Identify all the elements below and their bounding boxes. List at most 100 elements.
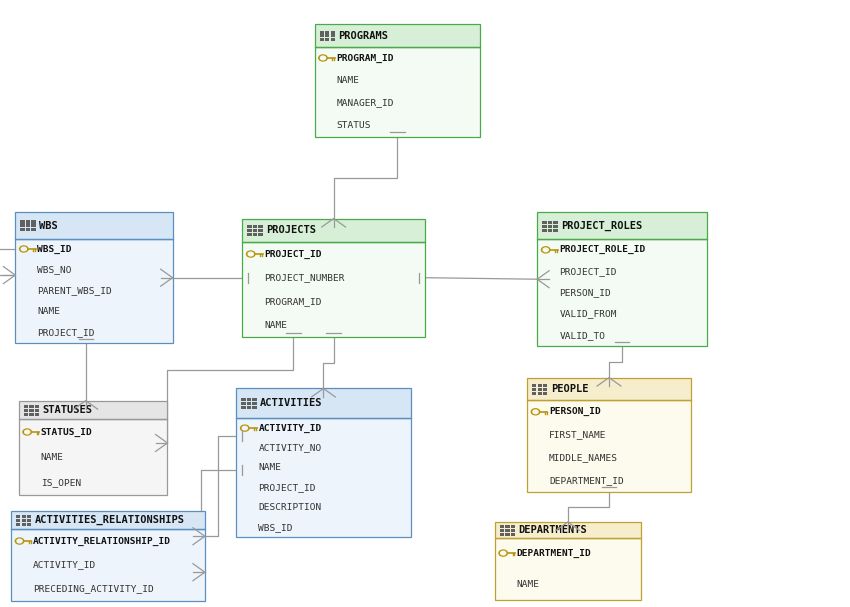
Text: PROGRAMS: PROGRAMS <box>338 30 388 41</box>
Bar <box>20 225 25 228</box>
Text: MANAGER_ID: MANAGER_ID <box>337 98 394 107</box>
Text: DEPARTMENT_ID: DEPARTMENT_ID <box>517 549 592 558</box>
Bar <box>547 221 552 224</box>
Text: MIDDLE_NAMES: MIDDLE_NAMES <box>549 453 618 462</box>
Text: PROJECT_ID: PROJECT_ID <box>264 249 322 259</box>
Bar <box>22 515 25 518</box>
Circle shape <box>533 410 538 413</box>
Circle shape <box>15 538 24 544</box>
Text: STATUS_ID: STATUS_ID <box>41 427 93 436</box>
Text: PARENT_WBS_ID: PARENT_WBS_ID <box>37 287 112 295</box>
Bar <box>29 409 33 412</box>
Bar <box>542 229 547 232</box>
Bar <box>537 239 707 346</box>
Bar <box>26 225 31 228</box>
Text: PROJECT_ID: PROJECT_ID <box>559 266 617 276</box>
Bar <box>511 525 515 528</box>
Bar <box>547 225 552 228</box>
Text: STATUSES: STATUSES <box>42 405 93 415</box>
Text: NAME: NAME <box>41 453 64 461</box>
Bar <box>495 522 641 538</box>
Text: DESCRIPTION: DESCRIPTION <box>258 503 321 512</box>
Circle shape <box>319 55 327 61</box>
Bar <box>543 384 547 387</box>
Bar <box>31 228 36 231</box>
Circle shape <box>501 551 506 555</box>
Bar <box>553 225 558 228</box>
Text: PRECEDING_ACTIVITY_ID: PRECEDING_ACTIVITY_ID <box>33 585 154 594</box>
Bar <box>11 529 205 601</box>
Text: PEOPLE: PEOPLE <box>551 384 588 394</box>
Bar <box>247 398 252 401</box>
Text: NAME: NAME <box>37 307 60 316</box>
Bar <box>16 523 20 526</box>
Text: WBS_ID: WBS_ID <box>258 523 293 532</box>
Bar <box>24 405 28 408</box>
Bar <box>241 402 246 405</box>
Bar <box>253 229 257 232</box>
Bar <box>27 515 31 518</box>
Circle shape <box>242 426 247 430</box>
Bar <box>331 30 335 33</box>
Text: IS_OPEN: IS_OPEN <box>41 478 81 487</box>
Bar <box>511 529 515 532</box>
Text: DEPARTMENTS: DEPARTMENTS <box>518 525 587 535</box>
Text: PROGRAM_ID: PROGRAM_ID <box>264 297 322 306</box>
Text: STATUS: STATUS <box>337 121 371 130</box>
Bar <box>31 220 36 223</box>
Text: PERSON_ID: PERSON_ID <box>549 407 601 416</box>
Bar <box>16 515 20 518</box>
Bar <box>31 225 36 228</box>
Bar <box>241 406 246 409</box>
Bar <box>537 384 542 387</box>
Bar <box>537 392 542 395</box>
Text: ACTIVITY_ID: ACTIVITY_ID <box>258 424 321 433</box>
Circle shape <box>23 429 31 435</box>
Bar <box>258 229 263 232</box>
Bar <box>331 38 335 41</box>
Bar <box>252 406 257 409</box>
Text: ACTIVITIES: ACTIVITIES <box>260 398 323 409</box>
Bar <box>325 30 329 33</box>
Bar <box>242 242 425 337</box>
Text: WBS: WBS <box>39 220 58 231</box>
Bar <box>258 233 263 236</box>
Bar <box>553 221 558 224</box>
Text: PROGRAM_ID: PROGRAM_ID <box>337 53 394 63</box>
Bar <box>20 220 25 223</box>
Bar <box>20 228 25 231</box>
Circle shape <box>320 56 326 59</box>
Bar <box>247 402 252 405</box>
Circle shape <box>20 246 28 252</box>
Bar <box>320 30 324 33</box>
Bar <box>511 533 515 536</box>
Bar <box>24 409 28 412</box>
Bar <box>253 233 257 236</box>
Text: ACTIVITY_NO: ACTIVITY_NO <box>258 444 321 452</box>
Circle shape <box>543 248 548 252</box>
Bar <box>532 384 536 387</box>
Bar <box>314 24 480 47</box>
Text: WBS_NO: WBS_NO <box>37 265 72 274</box>
Bar <box>19 401 167 419</box>
Bar <box>532 388 536 391</box>
Bar <box>252 398 257 401</box>
Bar <box>542 225 547 228</box>
Bar <box>27 519 31 522</box>
Circle shape <box>241 425 249 431</box>
Text: FIRST_NAME: FIRST_NAME <box>549 430 607 439</box>
Text: PROJECT_ID: PROJECT_ID <box>37 328 95 337</box>
Circle shape <box>21 247 26 251</box>
Bar <box>500 533 504 536</box>
Bar <box>543 388 547 391</box>
Bar <box>258 225 263 228</box>
Bar <box>325 35 329 38</box>
Text: PROJECT_ID: PROJECT_ID <box>258 483 316 492</box>
Text: NAME: NAME <box>337 76 360 85</box>
Bar <box>22 519 25 522</box>
Bar <box>542 221 547 224</box>
Bar <box>29 405 33 408</box>
Circle shape <box>246 251 255 257</box>
Bar <box>24 413 28 416</box>
Bar <box>252 402 257 405</box>
